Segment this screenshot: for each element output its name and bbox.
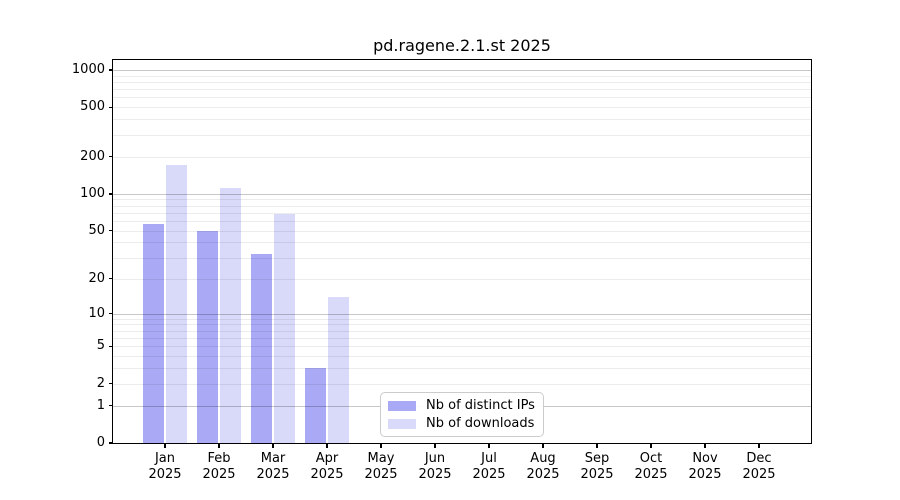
y-tick-mark-1000 bbox=[109, 69, 113, 71]
gridline-minor-90 bbox=[113, 199, 811, 201]
x-tick-mark-jan bbox=[164, 443, 166, 448]
y-tick-mark-20 bbox=[109, 277, 113, 280]
bar-downloads-jan bbox=[166, 165, 187, 443]
bar-distinct_ips-apr bbox=[305, 368, 326, 443]
x-tick-mark-apr bbox=[326, 443, 328, 448]
gridline-minor-2 bbox=[113, 383, 811, 385]
gridline-minor-600 bbox=[113, 97, 811, 99]
y-tick-label-50: 50 bbox=[88, 222, 105, 238]
gridline-minor-7 bbox=[113, 330, 811, 332]
legend-item-downloads: Nb of downloads bbox=[388, 415, 543, 433]
plot-area bbox=[113, 60, 811, 443]
x-tick-mark-feb bbox=[218, 443, 220, 448]
y-tick-mark-200 bbox=[109, 155, 113, 158]
bar-downloads-feb bbox=[220, 187, 241, 443]
x-tick-mark-mar bbox=[272, 443, 274, 448]
gridline-minor-9 bbox=[113, 318, 811, 320]
gridline-major-100 bbox=[113, 193, 811, 195]
gridline-minor-40 bbox=[113, 242, 811, 244]
x-tick-label-sep: Sep 2025 bbox=[580, 451, 614, 482]
y-tick-label-2: 2 bbox=[96, 375, 105, 391]
gridline-minor-700 bbox=[113, 89, 811, 91]
y-tick-mark-50 bbox=[109, 229, 113, 232]
x-tick-label-nov: Nov 2025 bbox=[688, 451, 722, 482]
gridline-minor-20 bbox=[113, 278, 811, 280]
legend-label-downloads: Nb of downloads bbox=[426, 416, 535, 431]
y-tick-label-0: 0 bbox=[96, 435, 105, 450]
legend-swatch-downloads bbox=[388, 419, 416, 429]
y-tick-label-10: 10 bbox=[88, 305, 105, 321]
y-tick-mark-100 bbox=[109, 193, 113, 195]
gridline-minor-4 bbox=[113, 356, 811, 358]
x-tick-mark-sep bbox=[596, 443, 598, 448]
y-tick-mark-0 bbox=[109, 442, 113, 444]
x-tick-label-jan: Jan 2025 bbox=[148, 451, 182, 482]
bar-downloads-mar bbox=[274, 214, 295, 443]
y-tick-label-1: 1 bbox=[96, 397, 105, 413]
gridline-minor-200 bbox=[113, 156, 811, 158]
y-tick-mark-500 bbox=[109, 106, 113, 108]
y-tick-label-20: 20 bbox=[88, 270, 105, 286]
gridline-minor-60 bbox=[113, 221, 811, 222]
x-tick-mark-oct bbox=[650, 443, 652, 448]
gridline-minor-3 bbox=[113, 368, 811, 370]
y-tick-mark-10 bbox=[109, 312, 113, 315]
gridline-minor-5 bbox=[113, 346, 811, 348]
gridline-major-10 bbox=[113, 313, 811, 315]
x-tick-label-apr: Apr 2025 bbox=[310, 451, 344, 482]
gridline-minor-300 bbox=[113, 134, 811, 136]
x-tick-label-jun: Jun 2025 bbox=[418, 451, 452, 482]
y-tick-mark-1 bbox=[109, 404, 113, 407]
gridline-minor-70 bbox=[113, 212, 811, 214]
chart-title: pd.ragene.2.1.st 2025 bbox=[373, 36, 551, 55]
x-tick-mark-jun bbox=[434, 443, 436, 448]
x-tick-mark-jul bbox=[488, 443, 490, 448]
x-tick-label-jul: Jul 2025 bbox=[472, 451, 506, 482]
x-tick-label-aug: Aug 2025 bbox=[526, 451, 560, 482]
y-tick-label-100: 100 bbox=[80, 185, 105, 201]
y-tick-mark-2 bbox=[109, 382, 113, 385]
gridline-major-1000 bbox=[113, 69, 811, 71]
gridline-minor-30 bbox=[113, 257, 811, 259]
x-tick-mark-dec bbox=[758, 443, 760, 448]
bar-downloads-apr bbox=[328, 296, 349, 443]
x-tick-mark-aug bbox=[542, 443, 544, 448]
legend-swatch-distinct-ips bbox=[388, 401, 416, 411]
gridline-minor-900 bbox=[113, 75, 811, 77]
gridline-minor-80 bbox=[113, 205, 811, 207]
gridline-minor-6 bbox=[113, 337, 811, 339]
bar-distinct_ips-mar bbox=[251, 254, 272, 443]
x-tick-label-oct: Oct 2025 bbox=[634, 451, 668, 482]
x-tick-label-may: May 2025 bbox=[364, 451, 398, 482]
x-tick-mark-nov bbox=[704, 443, 706, 448]
x-tick-label-feb: Feb 2025 bbox=[202, 451, 236, 482]
bar-distinct_ips-jan bbox=[143, 223, 164, 443]
legend: Nb of distinct IPs Nb of downloads bbox=[380, 392, 544, 437]
x-tick-label-dec: Dec 2025 bbox=[742, 451, 776, 482]
legend-label-distinct-ips: Nb of distinct IPs bbox=[426, 398, 535, 413]
legend-item-distinct-ips: Nb of distinct IPs bbox=[388, 397, 543, 415]
y-tick-label-200: 200 bbox=[80, 148, 105, 164]
y-tick-label-5: 5 bbox=[96, 338, 105, 354]
bar-distinct_ips-feb bbox=[197, 230, 218, 443]
gridline-minor-800 bbox=[113, 81, 811, 83]
y-tick-label-500: 500 bbox=[80, 99, 105, 115]
gridline-minor-400 bbox=[113, 119, 811, 121]
gridline-minor-8 bbox=[113, 324, 811, 326]
x-tick-label-mar: Mar 2025 bbox=[256, 451, 290, 482]
gridline-minor-500 bbox=[113, 107, 811, 109]
y-tick-mark-5 bbox=[109, 345, 113, 347]
y-tick-label-1000: 1000 bbox=[71, 61, 105, 77]
x-tick-mark-may bbox=[380, 443, 382, 448]
gridline-minor-50 bbox=[113, 230, 811, 232]
